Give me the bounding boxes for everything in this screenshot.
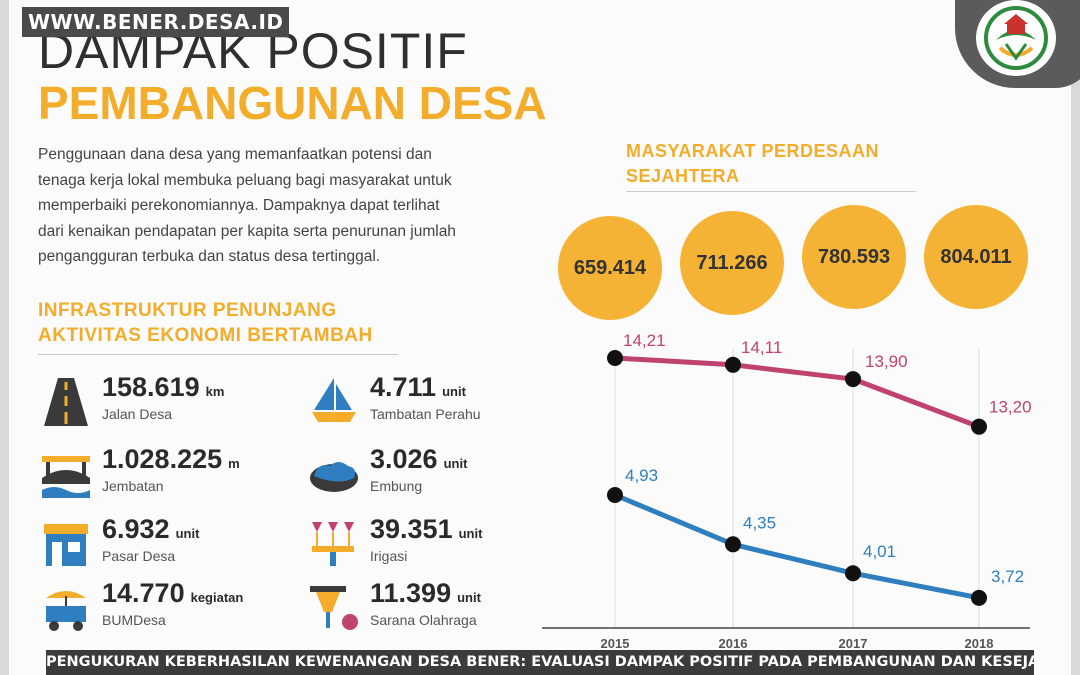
stat-unit: unit — [443, 456, 468, 471]
stat-label: BUMDesa — [102, 612, 166, 628]
stat-unit: unit — [175, 526, 200, 541]
data-label: 13,90 — [865, 352, 908, 371]
stat-bumdesa: 14.770 kegiatan BUMDesa — [40, 578, 300, 638]
stat-unit: m — [228, 456, 240, 471]
intro-paragraph: Penggunaan dana desa yang memanfaatkan p… — [38, 142, 558, 270]
road-icon — [44, 378, 88, 426]
infra-heading-line: INFRASTRUKTUR PENUNJANG — [38, 300, 337, 321]
series-line — [612, 492, 982, 601]
series-line — [612, 355, 982, 430]
intro-line: memperbaiki perekonomiannya. Dampaknya d… — [38, 197, 440, 214]
welfare-heading: MASYARAKAT PERDESAAN SEJAHTERA — [626, 139, 879, 189]
left-border — [0, 0, 9, 675]
stat-unit: km — [205, 384, 225, 399]
infra-divider — [38, 354, 398, 355]
data-point — [845, 565, 861, 582]
stat-tambatan-perahu: 4.711 unit Tambatan Perahu — [308, 372, 568, 432]
welfare-divider — [626, 191, 916, 192]
stat-jembatan: 1.028.225 m Jembatan — [40, 444, 300, 504]
stat-unit: unit — [458, 526, 483, 541]
stat-value: 3.026 — [370, 444, 438, 474]
sport-icon — [310, 586, 358, 630]
stat-label: Jembatan — [102, 478, 164, 494]
data-label: 4,01 — [863, 542, 896, 561]
market-icon — [44, 524, 88, 566]
stat-unit: unit — [442, 384, 466, 399]
data-label: 13,20 — [989, 398, 1032, 417]
intro-line: dari kenaikan pendapatan per kapita sert… — [38, 222, 456, 240]
intro-line: tenaga kerja lokal membuka peluang bagi … — [38, 171, 452, 189]
x-tick-label: 2017 — [839, 636, 868, 650]
welfare-heading-line: SEJAHTERA — [626, 166, 740, 186]
data-label: 4,35 — [743, 513, 776, 532]
trend-line-chart: 2015 2016 2017 2018 14,21 14,11 13,90 13,20 4,93… — [542, 331, 1032, 650]
stat-value: 6.932 — [102, 514, 170, 544]
stat-label: Embung — [370, 478, 423, 494]
data-point — [845, 371, 861, 388]
income-bubble: 659.414 — [558, 216, 662, 320]
stat-value: 14.770 — [102, 578, 185, 608]
infra-heading: INFRASTRUKTUR PENUNJANG AKTIVITAS EKONOM… — [38, 298, 373, 348]
bridge-icon — [42, 456, 90, 498]
income-bubble: 711.266 — [680, 211, 784, 315]
stat-label: Jalan Desa — [102, 406, 173, 422]
stat-embung: 3.026 unit Embung — [308, 444, 568, 504]
ministry-logo — [976, 0, 1056, 76]
boat-icon — [312, 378, 356, 422]
stat-value: 39.351 — [370, 514, 453, 544]
cart-icon — [46, 591, 86, 631]
stat-sarana-olahraga: 11.399 unit Sarana Olahraga — [308, 578, 568, 638]
caption-banner: PENGUKURAN KEBERHASILAN KEWENANGAN DESA … — [46, 650, 1034, 675]
stat-label: Tambatan Perahu — [370, 406, 481, 422]
stat-unit: kegiatan — [190, 590, 244, 605]
data-label: 14,21 — [623, 331, 666, 350]
data-point — [971, 418, 987, 435]
data-point — [607, 487, 623, 503]
stat-label: Pasar Desa — [102, 548, 176, 564]
data-point — [971, 589, 987, 606]
x-tick-label: 2018 — [965, 636, 994, 650]
x-tick-label: 2015 — [601, 636, 630, 650]
stat-jalan-desa: 158.619 km Jalan Desa — [40, 372, 300, 432]
stat-unit: unit — [457, 590, 481, 605]
data-point — [607, 350, 623, 366]
x-tick-label: 2016 — [719, 636, 748, 650]
data-label: 3,72 — [991, 567, 1024, 586]
title-line-2: PEMBANGUNAN DESA — [38, 77, 547, 129]
infra-heading-line: AKTIVITAS EKONOMI BERTAMBAH — [38, 325, 373, 346]
data-label: 14,11 — [741, 338, 782, 357]
watermark: WWW.BENER.DESA.ID — [22, 7, 290, 37]
stat-value: 4.711 — [370, 372, 437, 402]
data-point — [725, 536, 741, 553]
stat-irigasi: 39.351 unit Irigasi — [308, 514, 568, 574]
income-bubble: 780.593 — [802, 205, 906, 309]
welfare-heading-line: MASYARAKAT PERDESAAN — [626, 141, 880, 161]
intro-line: pengangguran terbuka dan status desa ter… — [38, 248, 381, 265]
stat-value: 1.028.225 — [102, 444, 223, 474]
stat-pasar-desa: 6.932 unit Pasar Desa — [40, 514, 300, 574]
stat-label: Irigasi — [370, 548, 408, 564]
stat-label: Sarana Olahraga — [370, 612, 477, 628]
irrigation-icon — [312, 522, 354, 566]
stat-value: 11.399 — [370, 578, 452, 608]
intro-line: Penggunaan dana desa yang memanfaatkan p… — [38, 146, 432, 163]
income-bubble: 804.011 — [924, 205, 1028, 309]
data-point — [725, 356, 741, 373]
pond-icon — [310, 462, 358, 492]
stat-value: 158.619 — [102, 372, 200, 402]
right-border — [1071, 0, 1080, 675]
data-label: 4,93 — [625, 466, 658, 485]
